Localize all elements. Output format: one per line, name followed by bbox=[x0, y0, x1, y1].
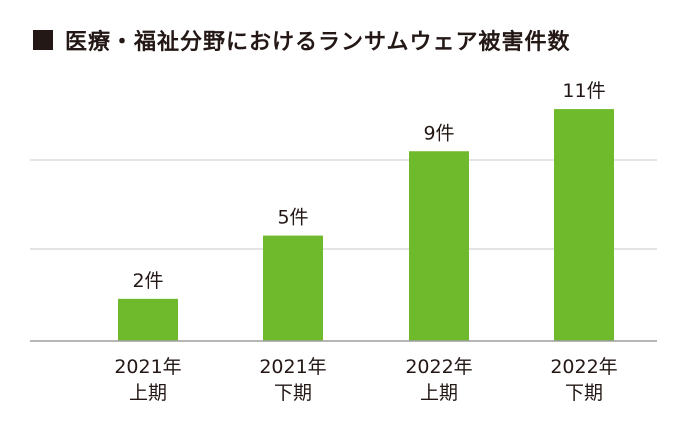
bar-1 bbox=[263, 235, 323, 341]
title-square-icon bbox=[33, 30, 53, 50]
bar-0 bbox=[118, 298, 178, 341]
x-tick-label-0: 2021年上期 bbox=[114, 356, 181, 404]
data-label-0: 2件 bbox=[132, 270, 163, 292]
data-label-2: 9件 bbox=[423, 122, 454, 144]
data-label-3: 11件 bbox=[562, 80, 605, 102]
x-tick-label-2: 2022年上期 bbox=[405, 356, 472, 404]
data-label-1: 5件 bbox=[277, 207, 308, 229]
x-tick-label-1: 2021年下期 bbox=[259, 356, 326, 404]
x-tick-label-3: 2022年下期 bbox=[550, 356, 617, 404]
chart-title-block: 医療・福祉分野におけるランサムウェア被害件数 bbox=[33, 24, 571, 56]
bar-3 bbox=[554, 109, 614, 341]
chart-title: 医療・福祉分野におけるランサムウェア被害件数 bbox=[65, 30, 571, 55]
bar-2 bbox=[409, 151, 469, 341]
